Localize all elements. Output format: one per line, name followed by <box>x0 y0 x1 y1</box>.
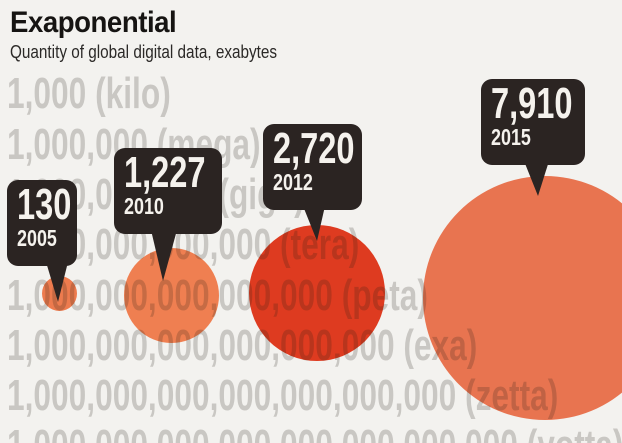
callout-year-2012: 2012 <box>273 169 313 195</box>
bubble-2015 <box>423 176 622 420</box>
callout-value-2005: 130 <box>17 180 72 229</box>
callout-value-2015: 7,910 <box>491 79 573 128</box>
callout-2010: 1,227 2010 <box>114 148 222 234</box>
callout-year-2015: 2015 <box>491 124 531 150</box>
chart-subtitle: Quantity of global digital data, exabyte… <box>10 42 278 62</box>
callout-value-2012: 2,720 <box>273 124 355 173</box>
scale-row-yotta: 1,000,000,000,000,000,000,000,000 (yotta… <box>7 424 622 443</box>
chart-title: Exaponential <box>10 6 177 39</box>
callout-2012: 2,720 2012 <box>263 124 362 210</box>
callout-year-2010: 2010 <box>124 193 164 219</box>
scale-row-kilo: 1,000 (kilo) <box>7 69 171 118</box>
callout-year-2005: 2005 <box>17 225 57 251</box>
callout-2015: 7,910 2015 <box>481 79 585 165</box>
callout-value-2010: 1,227 <box>124 148 206 197</box>
scale-row-exa: 1,000,000,000,000,000,000 (exa) <box>7 321 478 370</box>
scale-row-peta: 1,000,000,000,000,000 (peta) <box>7 271 428 320</box>
scale-row-zetta: 1,000,000,000,000,000,000,000 (zetta) <box>7 371 559 420</box>
chart-header: Exaponential Quantity of global digital … <box>10 6 324 63</box>
bubble-2012 <box>249 225 385 361</box>
callout-2005: 130 2005 <box>7 180 77 266</box>
